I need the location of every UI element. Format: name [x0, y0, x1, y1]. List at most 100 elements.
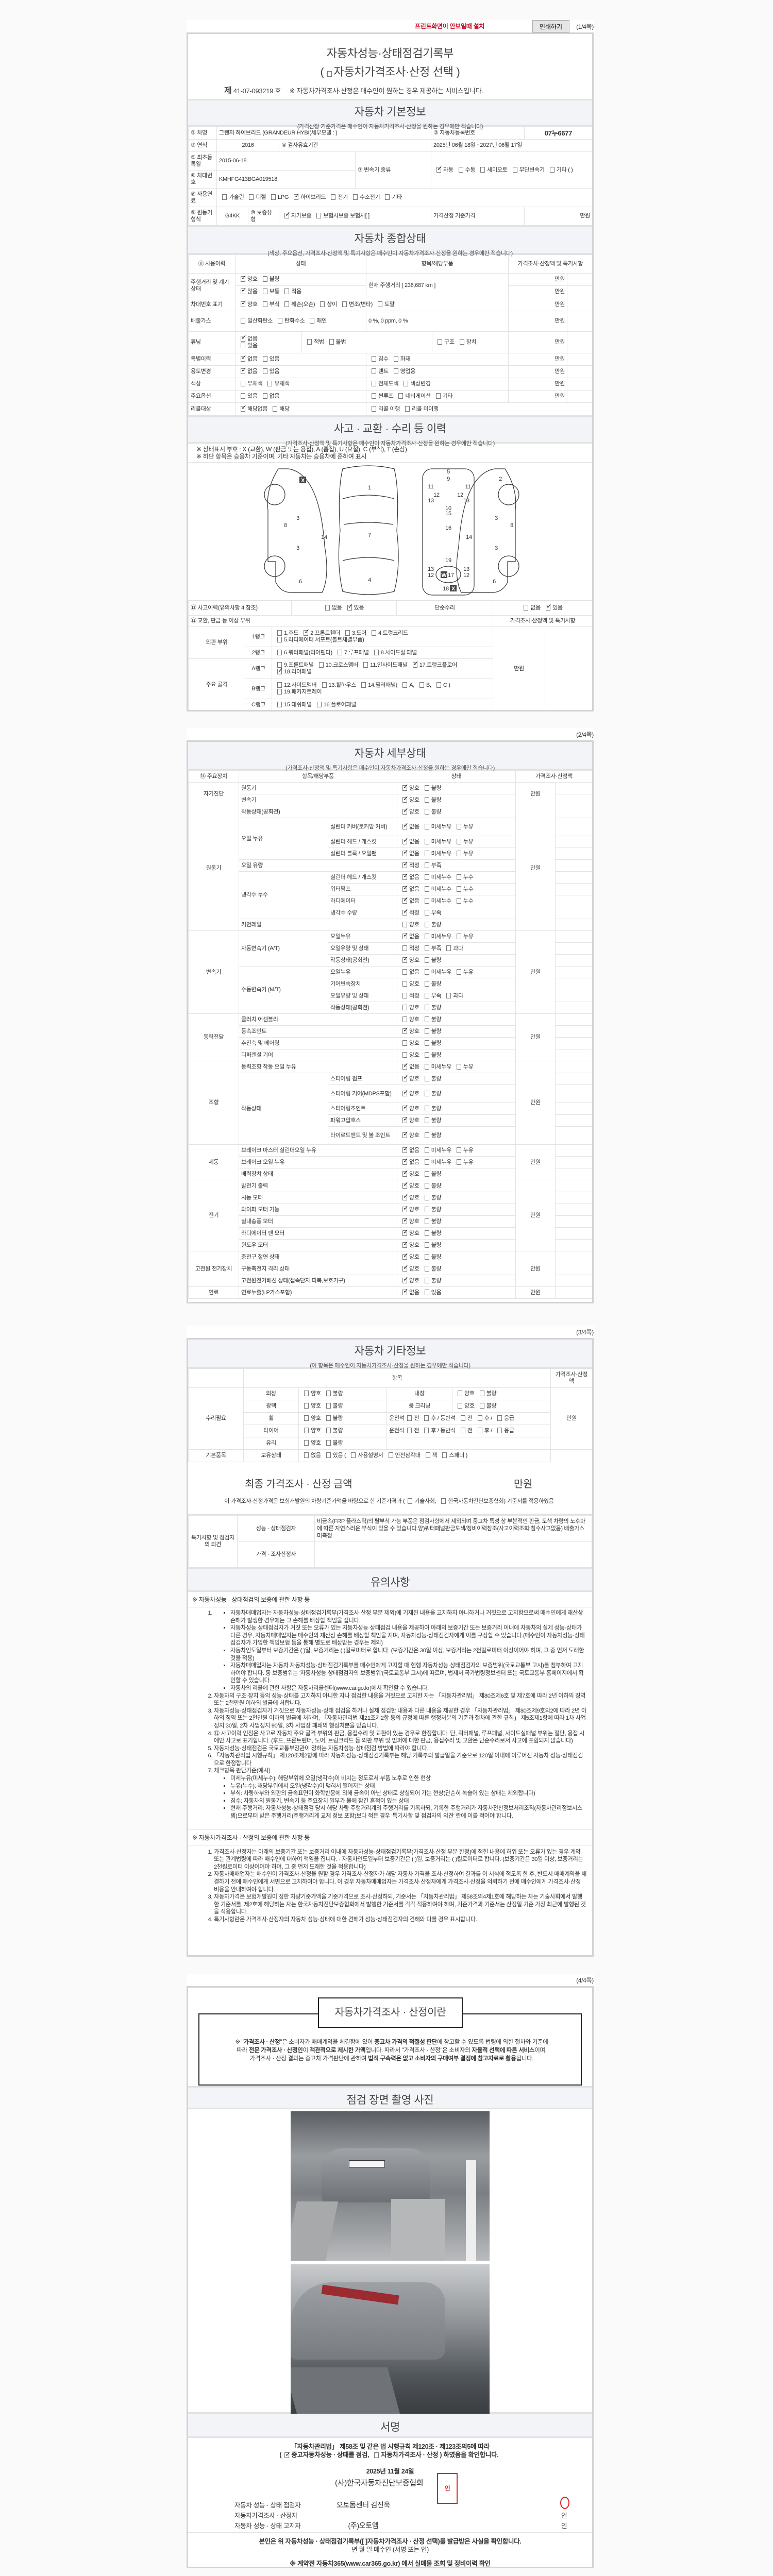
option[interactable]: 불량 — [323, 1428, 343, 1434]
option[interactable]: 10.크로스멤버 — [316, 662, 358, 669]
option[interactable]: 없음 — [399, 837, 419, 845]
option[interactable]: 양호 — [399, 1026, 419, 1035]
checkbox[interactable] — [438, 339, 443, 345]
print-notice-link[interactable]: 프린트화면이 안보일때 설치 — [415, 23, 484, 30]
checkbox[interactable] — [402, 807, 409, 815]
option[interactable]: 양호 — [301, 1391, 321, 1397]
checkbox[interactable] — [402, 1193, 409, 1200]
checkbox[interactable] — [372, 405, 377, 412]
option[interactable]: 양호 — [399, 1074, 419, 1082]
option[interactable]: 전 — [404, 1415, 419, 1422]
option[interactable]: 불량 — [422, 1117, 442, 1124]
option[interactable]: 양호 — [301, 1415, 321, 1422]
option[interactable]: 7.루프패널 — [334, 649, 369, 656]
option[interactable]: 양호 — [399, 1130, 419, 1139]
checkbox[interactable] — [424, 1159, 429, 1165]
option[interactable]: 18.리어패널 — [274, 667, 312, 675]
checkbox[interactable] — [322, 682, 327, 688]
option[interactable]: 탄화수소 — [275, 318, 305, 325]
option[interactable]: 침수 — [368, 356, 389, 363]
checkbox[interactable] — [284, 301, 290, 307]
checkbox[interactable] — [436, 165, 443, 173]
option[interactable]: 양호 — [455, 1391, 475, 1397]
option[interactable]: 불량 — [422, 796, 442, 804]
checkbox[interactable] — [326, 1403, 331, 1409]
checkbox[interactable] — [310, 318, 315, 324]
option[interactable]: 디젤 — [246, 194, 266, 201]
option[interactable]: 매연 — [307, 318, 327, 325]
checkbox[interactable] — [304, 1415, 309, 1421]
option[interactable]: 불량 — [260, 276, 280, 283]
checkbox[interactable] — [402, 884, 409, 892]
checkbox[interactable] — [477, 1415, 482, 1421]
option[interactable]: 불량 — [422, 1277, 442, 1284]
checkbox[interactable] — [241, 393, 245, 399]
checkbox[interactable] — [424, 1230, 429, 1236]
checkbox[interactable] — [407, 1428, 412, 1433]
option[interactable]: 불량 — [323, 1403, 343, 1410]
checkbox[interactable] — [402, 1205, 409, 1212]
option[interactable]: 없음 — [520, 605, 541, 612]
option[interactable]: 부족 — [422, 862, 442, 869]
checkbox[interactable] — [424, 1253, 429, 1260]
checkbox[interactable] — [277, 701, 282, 707]
option[interactable]: 13.휠하우스 — [319, 682, 356, 689]
checkbox[interactable] — [402, 872, 409, 880]
checkbox[interactable] — [393, 368, 398, 374]
option[interactable]: 누유 — [453, 969, 474, 976]
option[interactable]: 미세누유 — [422, 933, 451, 940]
option[interactable]: 없음 — [399, 1062, 419, 1071]
checkbox[interactable] — [347, 603, 353, 611]
option[interactable]: 불량 — [422, 785, 442, 792]
option[interactable]: 자가보증 — [281, 211, 312, 219]
checkbox[interactable] — [402, 1104, 409, 1111]
option[interactable]: 보험사보증 보험사[ ] — [313, 213, 369, 219]
option[interactable]: 6.쿼터패널(리어휀다) — [274, 649, 332, 656]
checkbox[interactable] — [304, 1403, 309, 1409]
checkbox[interactable] — [524, 605, 529, 611]
checkbox[interactable] — [402, 1052, 407, 1058]
option[interactable]: 과다 — [443, 992, 463, 999]
checkbox[interactable] — [304, 1428, 309, 1433]
option[interactable]: 부식 — [260, 301, 280, 308]
option[interactable]: 적정 — [399, 945, 419, 952]
checkbox[interactable] — [402, 1016, 407, 1022]
checkbox[interactable] — [456, 886, 461, 892]
checkbox[interactable] — [402, 837, 409, 844]
checkbox[interactable] — [480, 166, 485, 173]
option[interactable]: 후 / — [475, 1415, 492, 1422]
checkbox[interactable] — [549, 166, 554, 173]
option[interactable]: 없음 — [399, 884, 419, 893]
option[interactable]: 불량 — [422, 1105, 442, 1112]
option[interactable]: 없음 — [399, 1145, 419, 1154]
option[interactable]: 썬루프 — [368, 393, 394, 400]
option[interactable]: 누유 — [453, 1063, 474, 1071]
checkbox[interactable] — [307, 339, 312, 345]
checkbox[interactable] — [456, 897, 461, 904]
option[interactable]: 12.사이드멤버 — [274, 682, 317, 689]
checkbox[interactable] — [456, 823, 461, 829]
checkbox[interactable] — [424, 1194, 429, 1200]
option[interactable]: 무단변속기 — [510, 166, 545, 174]
option[interactable]: 수동 — [456, 166, 476, 174]
option[interactable]: 불량 — [422, 1242, 442, 1249]
option[interactable]: 장치 — [457, 339, 477, 346]
option[interactable]: 17.트렁크플로어 — [410, 660, 457, 669]
option[interactable]: 누수 — [453, 897, 474, 905]
checkbox[interactable] — [331, 194, 336, 200]
checkbox[interactable] — [284, 289, 290, 294]
option[interactable]: 불량 — [323, 1391, 343, 1397]
checkbox[interactable] — [408, 1498, 413, 1504]
option[interactable]: 기타 — [433, 393, 453, 400]
checkbox[interactable] — [456, 850, 461, 856]
checkbox[interactable] — [402, 849, 409, 856]
checkbox[interactable] — [402, 955, 409, 963]
checkbox[interactable] — [424, 862, 429, 868]
checkbox[interactable] — [222, 194, 227, 200]
checkbox[interactable] — [479, 1391, 484, 1396]
price-check-select-checkbox[interactable] — [327, 71, 332, 77]
option[interactable]: 기타 ( ) — [547, 166, 573, 174]
checkbox[interactable] — [326, 1440, 331, 1446]
checkbox[interactable] — [402, 1276, 409, 1283]
option[interactable]: 양호 — [399, 1264, 419, 1273]
